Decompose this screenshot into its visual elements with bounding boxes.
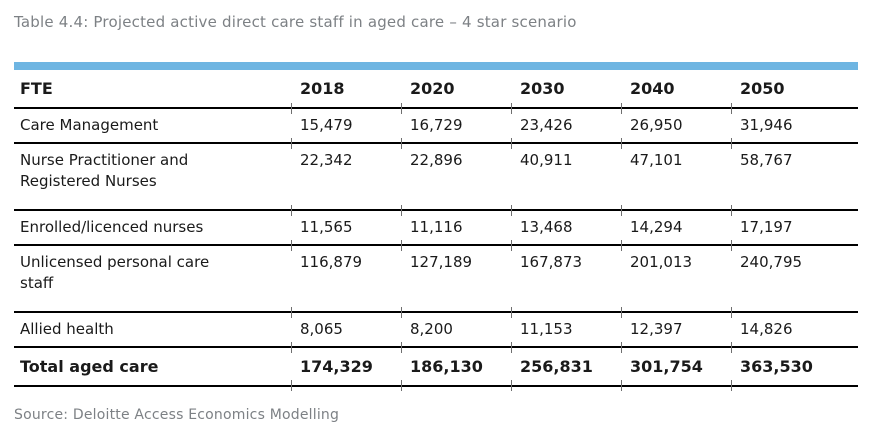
cell-value: 12,397	[621, 306, 732, 348]
table-row: Unlicensed personal care staff 116,879 1…	[14, 239, 858, 313]
row-label-total: Total aged care	[14, 347, 292, 387]
cell-value: 11,565	[291, 204, 402, 246]
table-row-total: Total aged care 174,329 186,130 256,831 …	[14, 341, 858, 390]
table-row: Nurse Practitioner and Registered Nurses…	[14, 137, 858, 211]
cell-value: 26,950	[621, 102, 732, 144]
cell-value: 186,130	[401, 341, 512, 390]
cell-value: 58,767	[731, 137, 858, 211]
row-label: Enrolled/licenced nurses	[14, 210, 292, 246]
cell-value: 240,795	[731, 239, 858, 313]
cell-value: 127,189	[401, 239, 512, 313]
table-row: Care Management 15,479 16,729 23,426 26,…	[14, 102, 858, 144]
cell-value: 201,013	[621, 239, 732, 313]
cell-value: 14,826	[731, 306, 858, 348]
cell-value: 8,065	[291, 306, 402, 348]
column-header-2050: 2050	[732, 70, 858, 109]
cell-value: 11,153	[511, 306, 622, 348]
column-header-2020: 2020	[402, 70, 512, 109]
cell-value: 31,946	[731, 102, 858, 144]
cell-value: 256,831	[511, 341, 622, 390]
column-header-fte: FTE	[14, 70, 292, 109]
cell-value: 363,530	[731, 341, 858, 390]
cell-value: 174,329	[291, 341, 402, 390]
cell-value: 15,479	[291, 102, 402, 144]
row-label: Nurse Practitioner and Registered Nurses	[14, 143, 292, 211]
row-label: Care Management	[14, 108, 292, 144]
cell-value: 23,426	[511, 102, 622, 144]
row-label: Allied health	[14, 312, 292, 348]
table-row: Allied health 8,065 8,200 11,153 12,397 …	[14, 306, 858, 348]
header-row: FTE 2018 2020 2030 2040 2050	[14, 70, 858, 109]
cell-value: 116,879	[291, 239, 402, 313]
table-row: Enrolled/licenced nurses 11,565 11,116 1…	[14, 204, 858, 246]
cell-value: 40,911	[511, 137, 622, 211]
cell-value: 22,896	[401, 137, 512, 211]
source-note: Source: Deloitte Access Economics Modell…	[14, 407, 340, 423]
cell-value: 167,873	[511, 239, 622, 313]
cell-value: 14,294	[621, 204, 732, 246]
table-caption: Table 4.4: Projected active direct care …	[14, 13, 577, 31]
cell-value: 22,342	[291, 137, 402, 211]
column-header-2040: 2040	[622, 70, 732, 109]
column-header-2018: 2018	[292, 70, 402, 109]
row-label: Unlicensed personal care staff	[14, 245, 292, 313]
cell-value: 47,101	[621, 137, 732, 211]
cell-value: 11,116	[401, 204, 512, 246]
cell-value: 8,200	[401, 306, 512, 348]
cell-value: 16,729	[401, 102, 512, 144]
column-header-2030: 2030	[512, 70, 622, 109]
table-accent-bar	[14, 62, 858, 70]
cell-value: 17,197	[731, 204, 858, 246]
fte-projection-table: FTE 2018 2020 2030 2040 2050 Care Manage…	[14, 70, 858, 390]
cell-value: 301,754	[621, 341, 732, 390]
cell-value: 13,468	[511, 204, 622, 246]
